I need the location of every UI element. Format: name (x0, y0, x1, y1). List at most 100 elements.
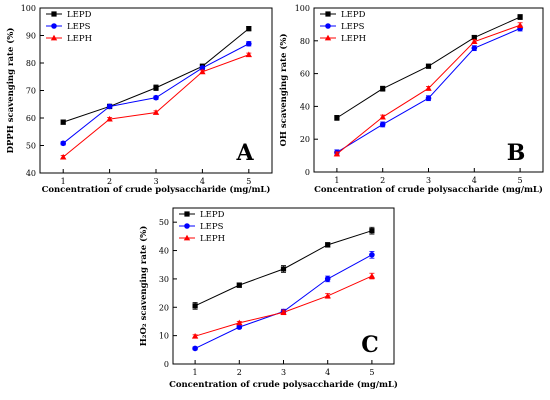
y-tick-label: 30 (159, 275, 169, 284)
data-point (425, 63, 432, 69)
data-point (199, 65, 206, 71)
data-point (368, 272, 376, 279)
data-point (280, 309, 287, 315)
data-point (425, 95, 432, 101)
legend-marker (325, 23, 331, 29)
y-axis-label: H₂O₂ scavenging rate (%) (138, 226, 149, 347)
x-axis-label: Concentration of crude polysaccharide (m… (169, 379, 398, 390)
x-tick-label: 1 (334, 176, 339, 185)
data-point (245, 51, 252, 58)
data-point (516, 22, 524, 28)
panel-letter: B (507, 140, 526, 166)
y-tick-label: 50 (26, 142, 36, 151)
data-point (153, 94, 159, 101)
x-tick-label: 5 (369, 368, 374, 377)
chart-panel-b: 1 2 3 4 5 0 20 40 60 80 100 Concentration of crude … (278, 4, 544, 195)
data-point (191, 333, 199, 339)
series-line (194, 275, 373, 337)
legend-label: LEPH (341, 34, 366, 44)
x-tick-label: 3 (426, 176, 431, 185)
data-point (369, 252, 375, 258)
y-tick-label: 100 (295, 4, 310, 13)
data-point (192, 345, 198, 352)
x-tick-label: 4 (472, 176, 477, 185)
legend-label: LEPH (67, 34, 92, 44)
data-point (380, 86, 386, 92)
x-tick-label: 3 (153, 177, 158, 186)
series-line (62, 54, 249, 158)
y-tick-label: 20 (300, 135, 310, 144)
y-axis-label: OH scavenging rate (%) (278, 33, 289, 146)
y-tick-label: 0 (164, 360, 169, 369)
x-tick-label: 2 (107, 177, 112, 186)
data-point (471, 45, 478, 51)
data-point (471, 34, 477, 41)
legend-marker (183, 234, 191, 241)
series-leph (333, 22, 524, 157)
data-point (517, 14, 523, 20)
data-point (334, 115, 340, 121)
y-tick-label: 0 (305, 168, 310, 177)
legend-label: LEPH (200, 234, 225, 244)
x-tick-label: 4 (325, 368, 330, 377)
y-tick-label: 90 (26, 32, 36, 41)
legend-marker (325, 11, 331, 17)
data-point (60, 119, 66, 125)
data-point (106, 103, 113, 110)
x-axis-label: Concentration of crude polysaccharide (m… (314, 184, 543, 195)
data-point (199, 68, 206, 75)
x-tick-label: 1 (193, 368, 198, 377)
series-leph (60, 51, 252, 160)
legend-marker (51, 11, 57, 17)
data-point (280, 266, 287, 272)
y-tick-label: 40 (159, 247, 169, 256)
x-tick-label: 1 (61, 177, 66, 186)
legend-marker (324, 34, 332, 41)
legend-label: LEPS (341, 22, 365, 32)
data-point (324, 292, 331, 299)
y-tick-label: 60 (26, 114, 36, 123)
data-point (425, 85, 432, 91)
legend-label: LEPD (341, 10, 366, 20)
legend-marker (51, 23, 57, 29)
y-tick-label: 80 (26, 59, 36, 68)
y-tick-label: 40 (26, 169, 36, 178)
chart-panel-a: 1 2 3 4 5 40 50 60 70 80 90 100 Concentration of cru… (5, 4, 273, 195)
data-point (379, 121, 386, 128)
legend-label: LEPS (67, 22, 91, 32)
data-point (236, 319, 243, 326)
panel-letter: C (361, 332, 379, 358)
data-point (192, 303, 198, 309)
legend-marker (184, 211, 190, 217)
data-point (236, 324, 243, 330)
y-tick-label: 100 (21, 4, 36, 13)
data-point (324, 276, 331, 282)
legend-label: LEPD (200, 210, 225, 220)
data-point (333, 150, 341, 157)
y-tick-label: 80 (300, 37, 310, 46)
y-tick-label: 60 (300, 70, 310, 79)
x-axis-label: Concentration of crude polysaccharide (m… (42, 184, 271, 195)
data-point (246, 40, 252, 47)
data-point (325, 242, 331, 248)
legend-label: LEPD (67, 10, 92, 20)
x-tick-label: 3 (281, 368, 286, 377)
y-tick-label: 70 (26, 87, 36, 96)
data-point (379, 113, 386, 120)
data-point (369, 228, 375, 234)
y-tick-label: 10 (159, 332, 169, 341)
legend-marker (184, 223, 190, 229)
data-point (106, 115, 113, 122)
data-point (153, 85, 159, 91)
series-lepd (192, 226, 375, 310)
series-leph (191, 272, 376, 339)
x-tick-label: 5 (518, 176, 523, 185)
y-axis-label: DPPH scavenging rate (%) (5, 28, 16, 154)
y-tick-label: 40 (300, 102, 310, 111)
x-tick-label: 5 (246, 177, 251, 186)
legend-marker (50, 34, 58, 41)
y-tick-label: 20 (159, 303, 169, 312)
data-point (60, 140, 66, 147)
